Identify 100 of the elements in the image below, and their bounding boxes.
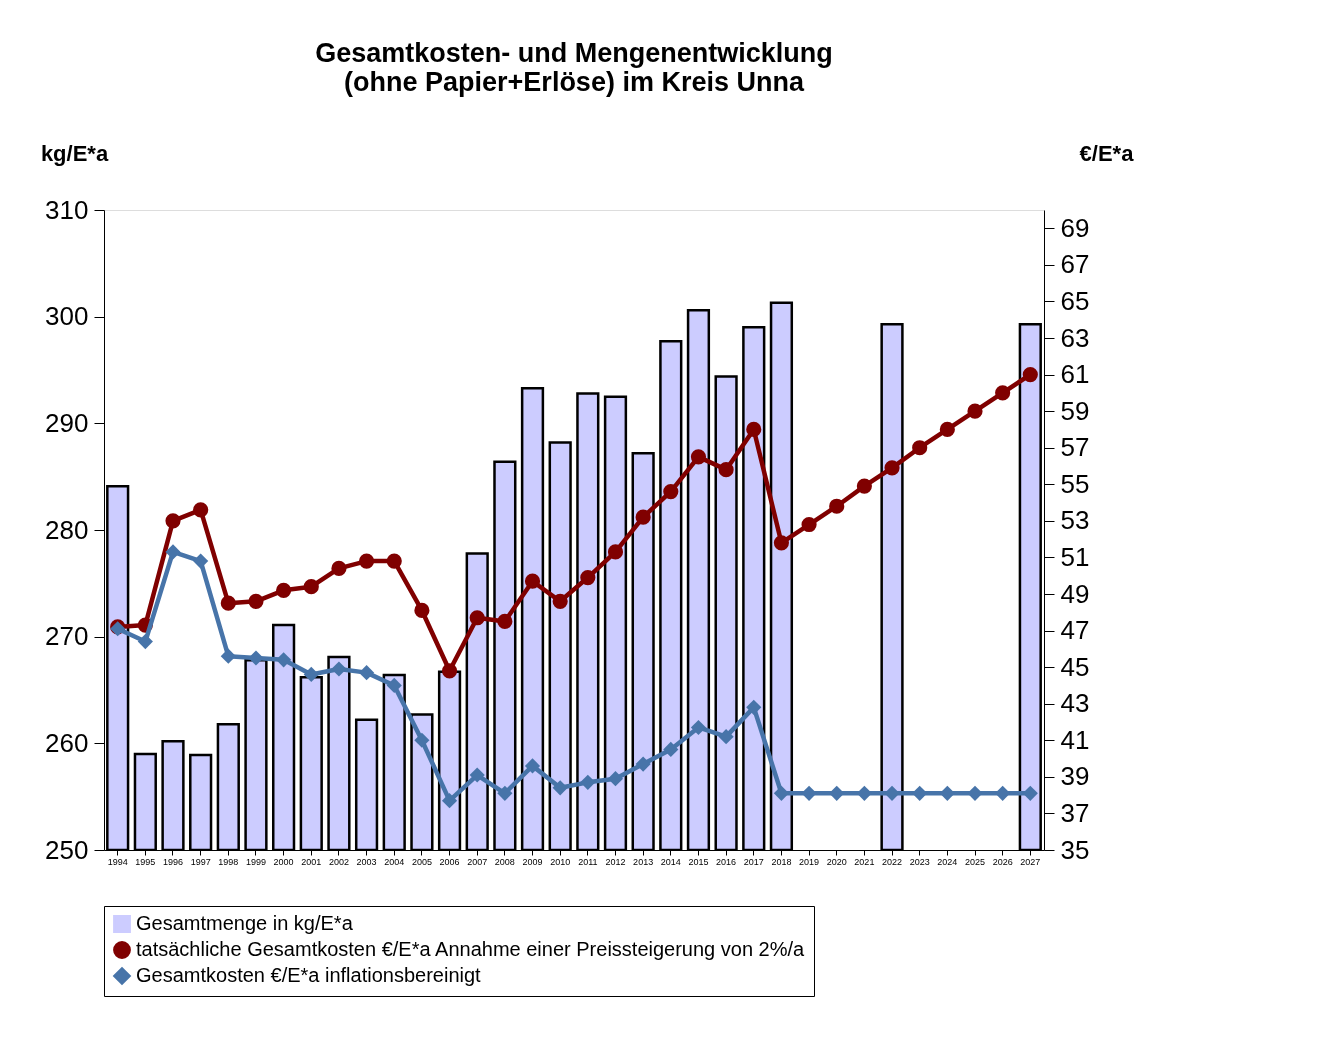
y-tick-label: 260	[45, 727, 89, 758]
y-tick-label: 270	[45, 621, 89, 652]
y-tick-label: 250	[45, 834, 89, 865]
x-tick-label: 1995	[135, 856, 156, 867]
point	[524, 573, 541, 589]
x-tick-label: 1998	[218, 856, 239, 867]
x-tick-label: 2008	[494, 856, 515, 867]
x-tick-label: 2002	[328, 856, 349, 867]
x-tick-label: 2018	[771, 856, 792, 867]
y2-tick-label: 65	[1060, 285, 1090, 316]
point	[497, 613, 513, 629]
point	[856, 785, 872, 801]
x-tick-label: 2025	[964, 856, 986, 867]
point	[967, 785, 983, 801]
x-tick-label: 2021	[854, 856, 875, 867]
point	[995, 385, 1011, 401]
x-tick-label: 2005	[411, 856, 432, 867]
point	[607, 544, 624, 560]
x-tick-label: 2012	[605, 856, 626, 867]
x-tick-label: 2015	[688, 856, 709, 867]
point	[939, 421, 955, 437]
point	[193, 553, 209, 569]
point	[967, 403, 983, 419]
point	[912, 785, 928, 801]
point	[801, 785, 817, 801]
point	[524, 758, 541, 774]
y2-tick-label: 57	[1060, 432, 1090, 463]
point	[331, 661, 347, 677]
y2-tick-label: 69	[1060, 212, 1090, 243]
text: Gesamtkosten- und Mengenentwicklung	[315, 38, 833, 68]
point	[248, 593, 264, 609]
point	[884, 785, 900, 801]
point	[663, 741, 679, 758]
point	[746, 421, 762, 437]
x-tick-label: 2016	[716, 856, 737, 867]
y2-tick-label: 43	[1060, 688, 1090, 719]
y2-tick-label: 49	[1060, 578, 1090, 609]
point	[386, 553, 402, 569]
point	[829, 498, 845, 514]
x-tick-label: 2003	[356, 856, 377, 867]
x-tick-label: 2007	[467, 856, 488, 867]
y-tick-label: 300	[45, 301, 89, 332]
point	[635, 509, 651, 525]
point	[331, 560, 347, 576]
x-tick-label: 2022	[882, 856, 903, 867]
point	[1022, 785, 1038, 801]
point	[220, 595, 236, 611]
point	[580, 774, 596, 790]
y2-tick-label: 63	[1060, 322, 1090, 353]
point	[469, 767, 485, 783]
x-tick-label: 1996	[162, 856, 184, 867]
point	[303, 666, 319, 683]
x-tick-label: 2013	[633, 856, 654, 867]
point	[663, 484, 679, 500]
y2-tick-label: 53	[1060, 505, 1090, 536]
point	[137, 633, 153, 650]
y2-tick-label: 41	[1060, 724, 1090, 755]
point	[607, 771, 624, 787]
y-tick-label: 290	[45, 407, 89, 438]
point	[856, 478, 872, 494]
y2-axis-title: €/E*a	[1079, 140, 1135, 166]
y2-tick-label: 35	[1060, 834, 1090, 865]
x-tick-label: 2001	[301, 856, 322, 867]
point	[414, 602, 430, 619]
point	[635, 756, 651, 772]
y-axis-title: kg/E*a	[40, 140, 109, 166]
legend-label: Gesamtmenge in kg/E*a	[136, 912, 354, 934]
point	[469, 610, 485, 626]
x-tick-label: 2010	[550, 856, 571, 867]
point	[552, 780, 568, 796]
x-tick-label: 2011	[578, 856, 598, 867]
point	[220, 648, 236, 664]
point	[829, 785, 845, 801]
point	[912, 440, 928, 456]
point	[276, 652, 292, 668]
y2-tick-label: 39	[1060, 761, 1090, 792]
x-tick-label: 2017	[743, 856, 764, 867]
legend-label: Gesamtkosten €/E*a inflationsbereinigt	[136, 964, 482, 986]
point	[552, 593, 568, 609]
point	[497, 785, 513, 801]
point	[165, 544, 181, 560]
x-tick-label: 1997	[190, 856, 211, 867]
legend-label: tatsächliche Gesamtkosten €/E*a Annahme einer Preissteigerung von 2%/a	[136, 938, 806, 960]
point	[248, 650, 264, 666]
y2-tick-label: 59	[1060, 395, 1090, 426]
y2-tick-label: 67	[1060, 249, 1090, 280]
y2-tick-label: 37	[1060, 797, 1090, 828]
x-tick-label: 1999	[245, 856, 266, 867]
x-tick-label: 1994	[107, 856, 128, 867]
point	[773, 535, 789, 551]
point	[773, 785, 789, 801]
point	[441, 793, 458, 809]
x-tick-label: 2020	[826, 856, 847, 867]
point	[359, 553, 375, 569]
x-tick-label: 2014	[660, 856, 681, 867]
point	[690, 719, 707, 736]
point	[441, 663, 458, 679]
x-tick-label: 2023	[909, 856, 930, 867]
point	[718, 462, 734, 478]
y-tick-label: 310	[45, 194, 89, 225]
